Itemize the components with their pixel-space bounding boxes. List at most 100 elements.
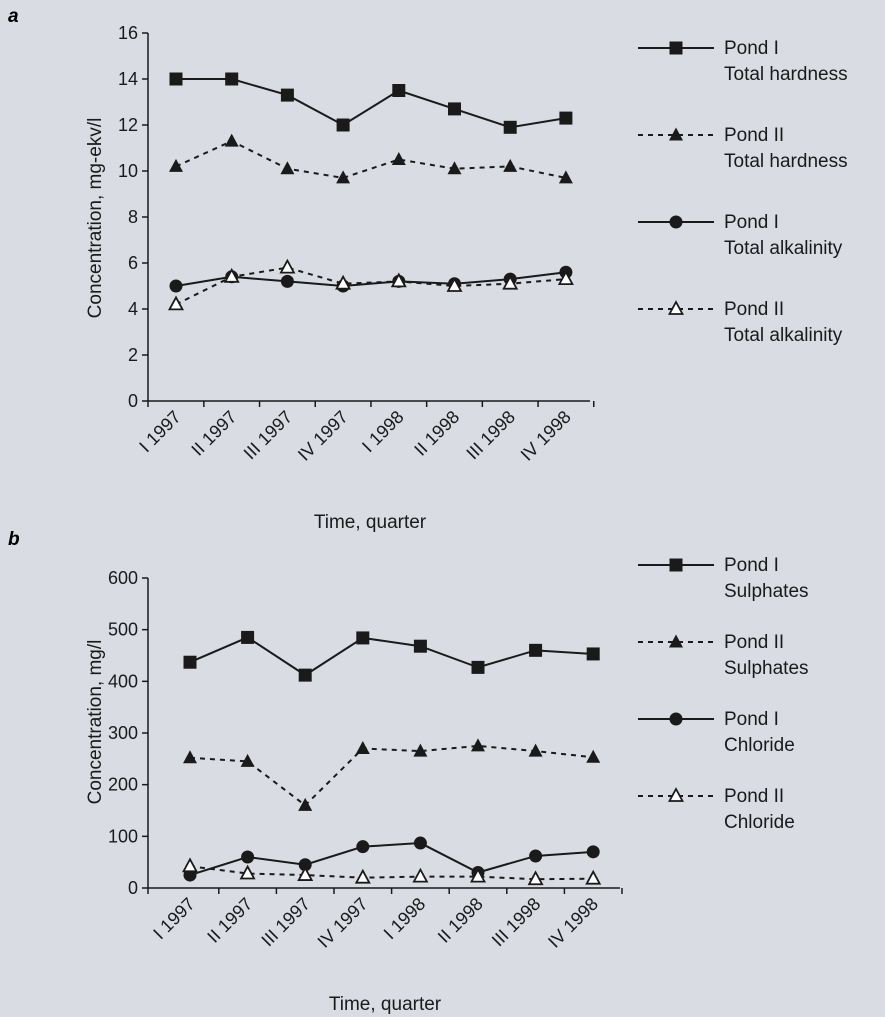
panel-b-y-tick-label: 100 (108, 826, 138, 846)
panel-a-series-1-point (336, 118, 350, 132)
panel-a-y-tick-label: 12 (118, 115, 138, 135)
panel-a-y-tick-label: 4 (128, 299, 138, 319)
panel-a-legend-label: Total alkalinity (724, 238, 843, 259)
panel-a-series-2-point (391, 152, 406, 165)
panel-b-series-2-point (355, 741, 370, 754)
panel-b-x-tick-label: III 1998 (488, 894, 545, 951)
panel-b-series-3-point (413, 836, 427, 850)
panel-a-legend-label: Total alkalinity (724, 325, 843, 346)
panel-b-series-3-point (241, 850, 255, 864)
panel-b-legend-label: Pond II (724, 786, 784, 807)
panel-b-x-tick-label: IV 1998 (544, 894, 602, 952)
panel-b-series-4-point (239, 864, 256, 880)
panel-a-letter: a (8, 6, 19, 27)
panel-a-series-4-point (279, 258, 296, 274)
panel-b-legend-label: Sulphates (724, 581, 809, 602)
panel-a-series-4-point (390, 272, 407, 288)
panel-a-series-2-point (336, 170, 351, 184)
panel-a-x-axis-title: Time, quarter (314, 512, 427, 533)
panel-b-series-4-point (412, 867, 429, 883)
panel-a-series-2-line (175, 139, 567, 179)
panel-a-series-1-point (280, 88, 294, 102)
panel-b-series-1-point (356, 631, 370, 645)
panel-b-series-3-point (356, 840, 370, 854)
panel-a-series-2-point (280, 161, 295, 175)
panel-a-series-4-point (502, 274, 519, 290)
panel-a-series-2-point (503, 158, 518, 172)
panel-b-legend-label: Pond II (724, 632, 784, 653)
panel-b-series-3-point (586, 845, 600, 859)
panel-b-x-tick-label: III 1997 (257, 894, 314, 951)
panel-b-series-4-point (354, 868, 371, 884)
panel-a-y-tick-label: 6 (128, 253, 138, 273)
panel-a-series-4-point (335, 274, 352, 290)
panel-a-x-tick-label: III 1997 (240, 407, 297, 464)
panel-b-y-tick-label: 500 (108, 620, 138, 640)
panel-b-legend-label: Chloride (724, 735, 795, 756)
panel-b-series-4-point (469, 867, 487, 883)
chart-panel-a: a Concentration, mg-ekv/l Time, quarter … (8, 6, 848, 533)
panel-b-series-2-point (240, 753, 255, 767)
panel-b-legend-label: Sulphates (724, 658, 809, 679)
panel-a-legend-label: Total hardness (724, 64, 848, 85)
panel-b-series-3-point (529, 849, 543, 863)
panel-b-x-tick-label: II 1998 (434, 894, 487, 947)
panel-a-series-4-point (557, 270, 574, 286)
panel-b-y-tick-label: 300 (108, 723, 138, 743)
panel-a-legend-label: Pond I (724, 38, 779, 59)
panel-b-legend-label: Chloride (724, 812, 795, 833)
panel-a-y-tick-label: 2 (128, 345, 138, 365)
panel-b-series-1-point (586, 647, 600, 661)
panel-a-legend-label: Pond II (724, 125, 784, 146)
panel-b-y-tick-label: 200 (108, 775, 138, 795)
panel-a-series-1-point (169, 72, 183, 86)
panel-a-x-tick-label: IV 1997 (294, 407, 352, 465)
panel-a-legend-label: Pond I (724, 212, 779, 233)
panel-b-y-tick-label: 600 (108, 568, 138, 588)
panel-b-legend-marker (667, 787, 685, 802)
panel-b-x-tick-label: I 1997 (149, 894, 199, 944)
panel-b-y-tick-label: 400 (108, 671, 138, 691)
panel-a-y-tick-label: 10 (118, 161, 138, 181)
panel-a-series-1-point (559, 111, 573, 125)
panel-b-series-3-line (189, 842, 594, 877)
panel-b-x-axis-title: Time, quarter (329, 994, 442, 1015)
panel-b-series-1-point (241, 630, 255, 644)
panel-a-y-tick-label: 14 (118, 69, 138, 89)
panel-a-x-tick-label: III 1998 (462, 407, 519, 464)
panel-b-series-2-point (471, 738, 485, 752)
panel-b-series-2-point (586, 749, 601, 763)
panel-a-legend-label: Pond II (724, 299, 784, 320)
panel-a-series-4-line (175, 266, 566, 306)
panel-a-legend-marker (669, 41, 683, 55)
panel-a-series-2-point (447, 161, 462, 175)
panel-b-series-3-point (298, 858, 312, 872)
panel-b-series-2-line (189, 744, 594, 807)
panel-a-legend-marker (669, 127, 683, 141)
panel-b-series-4-point (181, 857, 199, 873)
panel-a-series-1-point (503, 120, 517, 134)
panel-a-y-tick-label: 0 (128, 391, 138, 411)
chart-panel-b: b Concentration, mg/l Time, quarter 0 100… (8, 529, 809, 1015)
panel-b-series-4-point (527, 870, 544, 886)
panel-a-series-1-line (176, 78, 567, 129)
panel-b-legend-label: Pond I (724, 709, 779, 730)
panel-b-legend-marker (669, 712, 683, 726)
panel-b-series-2-point (183, 750, 197, 764)
panel-b-legend-marker (669, 558, 683, 572)
panel-b-series-1-point (529, 643, 543, 657)
panel-a-series-2-point (169, 158, 183, 172)
panel-b-series-2-point (298, 797, 313, 811)
panel-a-y-axis-title: Concentration, mg-ekv/l (85, 118, 106, 319)
panel-b-series-2-point (413, 743, 428, 757)
panel-a-x-tick-label: II 1997 (187, 407, 240, 460)
panel-a-legend-marker (669, 215, 683, 229)
panel-b-series-4-line (189, 865, 594, 881)
panel-b-series-1-point (298, 668, 312, 682)
panel-a-x-tick-label: I 1997 (135, 407, 185, 457)
panel-a-x-tick-label: I 1998 (358, 407, 408, 457)
panel-a-series-3-line (175, 271, 567, 288)
panel-a-legend-marker (667, 300, 685, 315)
panel-a-series-4-point (223, 267, 240, 283)
